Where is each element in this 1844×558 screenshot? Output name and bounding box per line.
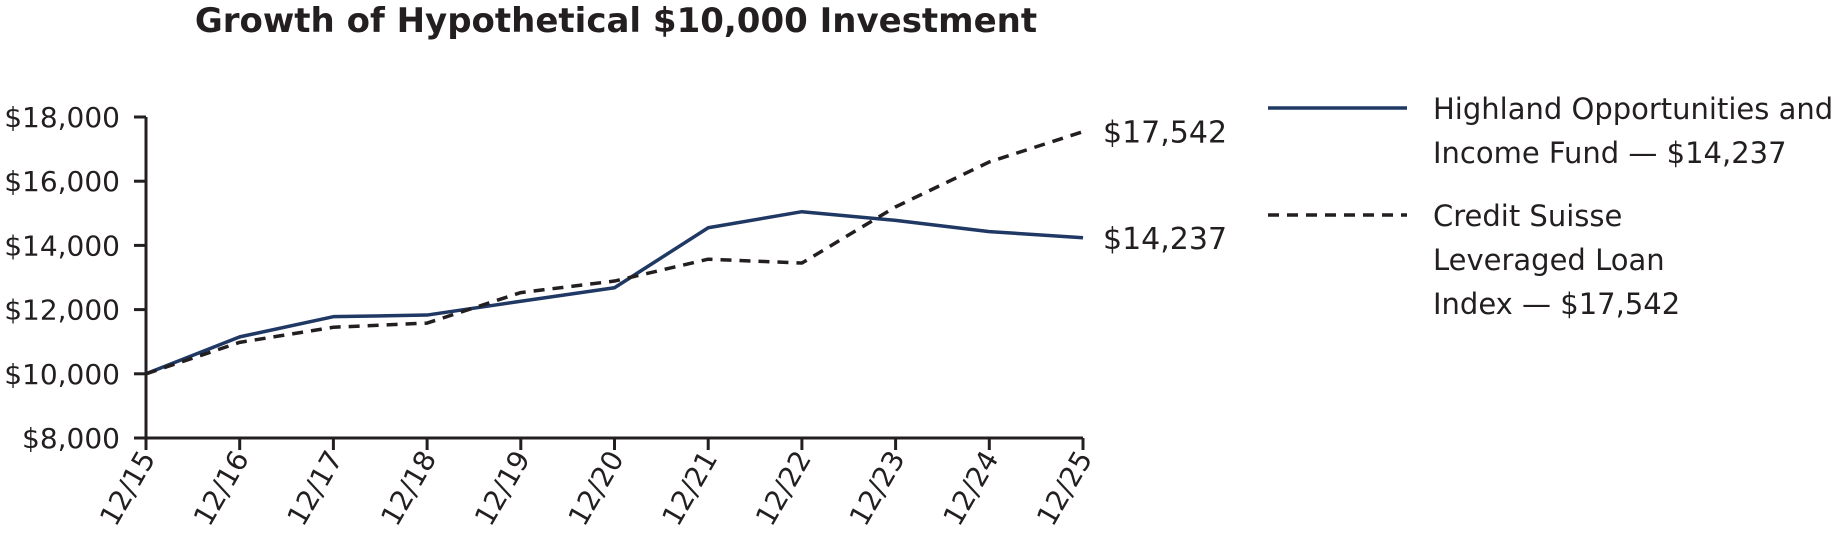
y-tick-label: $10,000 <box>4 358 120 391</box>
y-tick-label: $8,000 <box>22 422 120 455</box>
series-end-label-1: $14,237 <box>1103 222 1227 257</box>
x-tick-label: 12/20 <box>562 445 631 531</box>
x-tick-label: 12/17 <box>281 445 350 531</box>
x-tick-label: 12/18 <box>374 445 443 531</box>
legend-label-1: Income Fund — $14,237 <box>1433 136 1787 170</box>
x-tick-label: 12/23 <box>843 445 912 531</box>
legend-label-1: Highland Opportunities and <box>1433 92 1833 126</box>
y-tick-label: $14,000 <box>4 229 120 262</box>
y-tick-label: $18,000 <box>4 101 120 134</box>
y-axis-ticks: $8,000 $10,000 $12,000 $14,000 $16,000 $18,00… <box>4 101 146 455</box>
x-axis-ticks: 12/15 12/16 12/17 12/18 12/19 12/20 12/21 12/22… <box>93 438 1099 531</box>
y-tick-label: $16,000 <box>4 165 120 198</box>
x-tick-label: 12/22 <box>749 445 818 531</box>
x-tick-label: 12/24 <box>936 445 1005 531</box>
series-lines <box>145 130 1084 376</box>
x-tick-label: 12/25 <box>1030 445 1099 531</box>
y-tick-label: $12,000 <box>4 294 120 327</box>
end-value-labels: $14,237 $17,542 <box>1103 116 1227 257</box>
x-tick-label: 12/19 <box>468 445 537 531</box>
series-end-label-2: $17,542 <box>1103 116 1227 151</box>
x-tick-label: 12/15 <box>93 445 162 531</box>
series-line-1 <box>145 209 1084 376</box>
series-line-2 <box>145 130 1084 376</box>
legend: Highland Opportunities and Income Fund — … <box>1268 92 1833 321</box>
chart-title: Growth of Hypothetical $10,000 Investmen… <box>195 1 1037 41</box>
chart-axes <box>144 117 1083 440</box>
legend-label-2: Index — $17,542 <box>1433 287 1680 321</box>
x-tick-label: 12/16 <box>187 445 256 531</box>
legend-label-2: Leveraged Loan <box>1433 243 1665 277</box>
legend-label-2: Credit Suisse <box>1433 199 1622 233</box>
x-tick-label: 12/21 <box>655 445 724 531</box>
